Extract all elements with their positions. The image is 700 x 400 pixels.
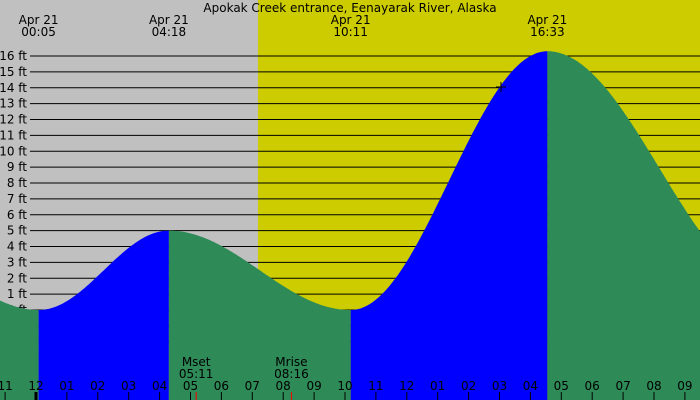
tide-event-time: 00:05 [21,25,56,39]
moon-event-time: 05:11 [179,367,214,381]
y-tick-label: 15 ft [0,65,27,79]
moon-event-label: Mset [182,355,211,369]
hour-axis: 11 12 01 02 03 04 05 06 07 08 09 10 11 12 01 02 03 04 05 06… [0,379,693,400]
hour-tick-label: 05 [183,379,198,393]
y-tick-label: 2 ft [7,271,27,285]
hour-tick-label: 12 [399,379,414,393]
y-tick-label: 5 ft [7,224,27,238]
hour-tick-label: 01 [59,379,74,393]
y-tick-label: 4 ft [7,240,27,254]
rising-tide-area [350,51,548,400]
y-tick-label: 7 ft [7,192,27,206]
y-tick-label: 6 ft [7,208,27,222]
tide-event-date: Apr 21 [527,13,567,27]
hour-tick-label: 06 [214,379,229,393]
moon-event-time: 08:16 [274,367,309,381]
y-tick-label: 12 ft [0,113,27,127]
hour-tick-label: 12 [28,379,43,393]
tide-event-time: 16:33 [530,25,565,39]
hour-tick-label: 08 [276,379,291,393]
rising-tide-area [38,230,169,400]
hour-tick-label: 02 [461,379,476,393]
hour-tick-label: 07 [615,379,630,393]
hour-tick-label: 01 [430,379,445,393]
tide-event-time: 04:18 [152,25,187,39]
y-tick-label: 9 ft [7,160,27,174]
falling-tide-area [168,230,351,400]
tide-areas [0,51,700,400]
hour-tick-label: 03 [492,379,507,393]
y-tick-label: 3 ft [7,255,27,269]
hour-tick-label: 07 [245,379,260,393]
hour-tick-label: 08 [646,379,661,393]
hour-tick-label: 11 [0,379,13,393]
hour-tick-label: 05 [554,379,569,393]
hour-tick-label: 04 [152,379,167,393]
moon-event-label: Mrise [275,355,307,369]
y-tick-label: 16 ft [0,49,27,63]
y-tick-label: 1 ft [7,287,27,301]
tide-event-date: Apr 21 [149,13,189,27]
falling-tide-area [547,51,700,400]
cursor-crosshair-icon [496,82,506,92]
tide-event-time: 10:11 [333,25,368,39]
hour-tick-label: 04 [523,379,538,393]
falling-tide-area [0,300,39,400]
hour-tick-label: 10 [337,379,352,393]
y-tick-label: 8 ft [7,176,27,190]
hour-tick-label: 03 [121,379,136,393]
hour-tick-label: 11 [368,379,383,393]
y-tick-label: 10 ft [0,144,27,158]
hour-tick-label: 06 [585,379,600,393]
chart-title: Apokak Creek entrance, Eenayarak River, … [203,1,496,15]
tide-event-date: Apr 21 [19,13,59,27]
hour-tick-label: 02 [90,379,105,393]
y-tick-label: 13 ft [0,97,27,111]
hour-tick-label: 09 [306,379,321,393]
y-tick-label: 11 ft [0,128,27,142]
tide-event-date: Apr 21 [331,13,371,27]
hour-tick-label: 09 [677,379,692,393]
y-tick-label: 14 ft [0,81,27,95]
